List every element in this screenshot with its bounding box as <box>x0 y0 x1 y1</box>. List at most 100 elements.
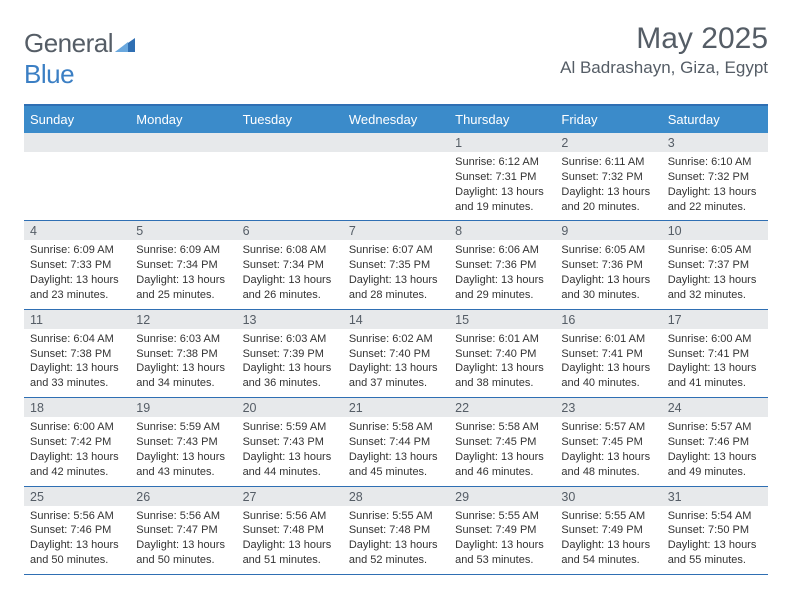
page-header: GeneralBlue May 2025 Al Badrashayn, Giza… <box>24 22 768 90</box>
sunset-text: Sunset: 7:38 PM <box>136 347 230 362</box>
day-number: 16 <box>555 310 661 329</box>
day-cell: 19Sunrise: 5:59 AMSunset: 7:43 PMDayligh… <box>130 398 236 485</box>
sunset-text: Sunset: 7:39 PM <box>243 347 337 362</box>
sunset-text: Sunset: 7:47 PM <box>136 523 230 538</box>
sunrise-text: Sunrise: 6:05 AM <box>561 243 655 258</box>
day-number: 11 <box>24 310 130 329</box>
daylight1-text: Daylight: 13 hours <box>455 538 549 553</box>
day-cell: 17Sunrise: 6:00 AMSunset: 7:41 PMDayligh… <box>662 310 768 397</box>
daylight1-text: Daylight: 13 hours <box>243 273 337 288</box>
day-number: 3 <box>662 133 768 152</box>
day-body: Sunrise: 5:55 AMSunset: 7:49 PMDaylight:… <box>555 506 661 574</box>
week-row: 25Sunrise: 5:56 AMSunset: 7:46 PMDayligh… <box>24 487 768 575</box>
daylight1-text: Daylight: 13 hours <box>668 185 762 200</box>
day-cell: 10Sunrise: 6:05 AMSunset: 7:37 PMDayligh… <box>662 221 768 308</box>
day-number: 30 <box>555 487 661 506</box>
weekday-header: Tuesday <box>237 106 343 133</box>
day-number: 22 <box>449 398 555 417</box>
sunset-text: Sunset: 7:41 PM <box>561 347 655 362</box>
title-block: May 2025 Al Badrashayn, Giza, Egypt <box>560 22 768 78</box>
day-cell: 28Sunrise: 5:55 AMSunset: 7:48 PMDayligh… <box>343 487 449 574</box>
daylight2-text: and 29 minutes. <box>455 288 549 303</box>
day-body: Sunrise: 5:54 AMSunset: 7:50 PMDaylight:… <box>662 506 768 574</box>
day-cell: 29Sunrise: 5:55 AMSunset: 7:49 PMDayligh… <box>449 487 555 574</box>
weekday-header: Thursday <box>449 106 555 133</box>
day-cell: 14Sunrise: 6:02 AMSunset: 7:40 PMDayligh… <box>343 310 449 397</box>
day-body: Sunrise: 6:09 AMSunset: 7:33 PMDaylight:… <box>24 240 130 308</box>
daylight1-text: Daylight: 13 hours <box>561 185 655 200</box>
day-cell: 24Sunrise: 5:57 AMSunset: 7:46 PMDayligh… <box>662 398 768 485</box>
sunset-text: Sunset: 7:32 PM <box>668 170 762 185</box>
day-body: Sunrise: 5:57 AMSunset: 7:45 PMDaylight:… <box>555 417 661 485</box>
sunset-text: Sunset: 7:36 PM <box>561 258 655 273</box>
day-cell: 21Sunrise: 5:58 AMSunset: 7:44 PMDayligh… <box>343 398 449 485</box>
day-cell: 26 Sunrise: 5:56 AMSunset: 7:47 PMDayligh… <box>130 487 236 574</box>
daylight1-text: Daylight: 13 hours <box>349 450 443 465</box>
day-body: Sunrise: 6:12 AMSunset: 7:31 PMDaylight:… <box>449 152 555 220</box>
daylight2-text: and 32 minutes. <box>668 288 762 303</box>
day-body <box>130 152 236 214</box>
sunrise-text: Sunrise: 6:05 AM <box>668 243 762 258</box>
sunset-text: Sunset: 7:49 PM <box>455 523 549 538</box>
daylight2-text: and 55 minutes. <box>668 553 762 568</box>
day-cell <box>130 133 236 220</box>
daylight2-text: and 42 minutes. <box>30 465 124 480</box>
daylight2-text: and 25 minutes. <box>136 288 230 303</box>
weekday-header: Wednesday <box>343 106 449 133</box>
sunrise-text: Sunrise: 5:56 AM <box>136 509 230 524</box>
daylight1-text: Daylight: 13 hours <box>668 450 762 465</box>
day-body: Sunrise: 6:06 AMSunset: 7:36 PMDaylight:… <box>449 240 555 308</box>
sunset-text: Sunset: 7:35 PM <box>349 258 443 273</box>
sunset-text: Sunset: 7:31 PM <box>455 170 549 185</box>
daylight2-text: and 48 minutes. <box>561 465 655 480</box>
daylight2-text: and 52 minutes. <box>349 553 443 568</box>
daylight2-text: and 23 minutes. <box>30 288 124 303</box>
day-body: Sunrise: 6:01 AMSunset: 7:41 PMDaylight:… <box>555 329 661 397</box>
day-number: 29 <box>449 487 555 506</box>
sunset-text: Sunset: 7:43 PM <box>136 435 230 450</box>
daylight2-text: and 20 minutes. <box>561 200 655 215</box>
day-body: Sunrise: 6:01 AMSunset: 7:40 PMDaylight:… <box>449 329 555 397</box>
daylight1-text: Daylight: 13 hours <box>561 450 655 465</box>
daylight2-text: and 33 minutes. <box>30 376 124 391</box>
daylight2-text: and 50 minutes. <box>136 553 230 568</box>
week-row: 11Sunrise: 6:04 AMSunset: 7:38 PMDayligh… <box>24 310 768 398</box>
sunrise-text: Sunrise: 6:03 AM <box>136 332 230 347</box>
daylight1-text: Daylight: 13 hours <box>349 361 443 376</box>
calendar: SundayMondayTuesdayWednesdayThursdayFrid… <box>24 104 768 575</box>
day-body: Sunrise: 6:10 AMSunset: 7:32 PMDaylight:… <box>662 152 768 220</box>
daylight2-text: and 22 minutes. <box>668 200 762 215</box>
day-body: Sunrise: 6:11 AMSunset: 7:32 PMDaylight:… <box>555 152 661 220</box>
weekday-header-row: SundayMondayTuesdayWednesdayThursdayFrid… <box>24 106 768 133</box>
daylight1-text: Daylight: 13 hours <box>561 361 655 376</box>
day-number: 7 <box>343 221 449 240</box>
brand-word1: General <box>24 28 113 58</box>
daylight1-text: Daylight: 13 hours <box>30 450 124 465</box>
daylight2-text: and 54 minutes. <box>561 553 655 568</box>
day-cell: 23Sunrise: 5:57 AMSunset: 7:45 PMDayligh… <box>555 398 661 485</box>
sunrise-text: Sunrise: 6:09 AM <box>30 243 124 258</box>
sunrise-text: Sunrise: 5:59 AM <box>136 420 230 435</box>
sunrise-text: Sunrise: 5:56 AM <box>30 509 124 524</box>
sunrise-text: Sunrise: 6:09 AM <box>136 243 230 258</box>
weekday-header: Saturday <box>662 106 768 133</box>
sunset-text: Sunset: 7:45 PM <box>455 435 549 450</box>
day-body: Sunrise: 6:03 AMSunset: 7:38 PMDaylight:… <box>130 329 236 397</box>
day-cell: 2Sunrise: 6:11 AMSunset: 7:32 PMDaylight… <box>555 133 661 220</box>
daylight1-text: Daylight: 13 hours <box>668 538 762 553</box>
daylight2-text: and 38 minutes. <box>455 376 549 391</box>
day-number: 15 <box>449 310 555 329</box>
sunrise-text: Sunrise: 6:12 AM <box>455 155 549 170</box>
daylight2-text: and 50 minutes. <box>30 553 124 568</box>
day-body: Sunrise: 6:05 AMSunset: 7:37 PMDaylight:… <box>662 240 768 308</box>
sunset-text: Sunset: 7:45 PM <box>561 435 655 450</box>
week-row: 4Sunrise: 6:09 AMSunset: 7:33 PMDaylight… <box>24 221 768 309</box>
day-number: 14 <box>343 310 449 329</box>
day-number: 17 <box>662 310 768 329</box>
sunset-text: Sunset: 7:48 PM <box>243 523 337 538</box>
day-body: Sunrise: 5:59 AMSunset: 7:43 PMDaylight:… <box>130 417 236 485</box>
day-cell: 3Sunrise: 6:10 AMSunset: 7:32 PMDaylight… <box>662 133 768 220</box>
sunset-text: Sunset: 7:44 PM <box>349 435 443 450</box>
day-number: 26 <box>130 487 236 506</box>
daylight1-text: Daylight: 13 hours <box>136 538 230 553</box>
